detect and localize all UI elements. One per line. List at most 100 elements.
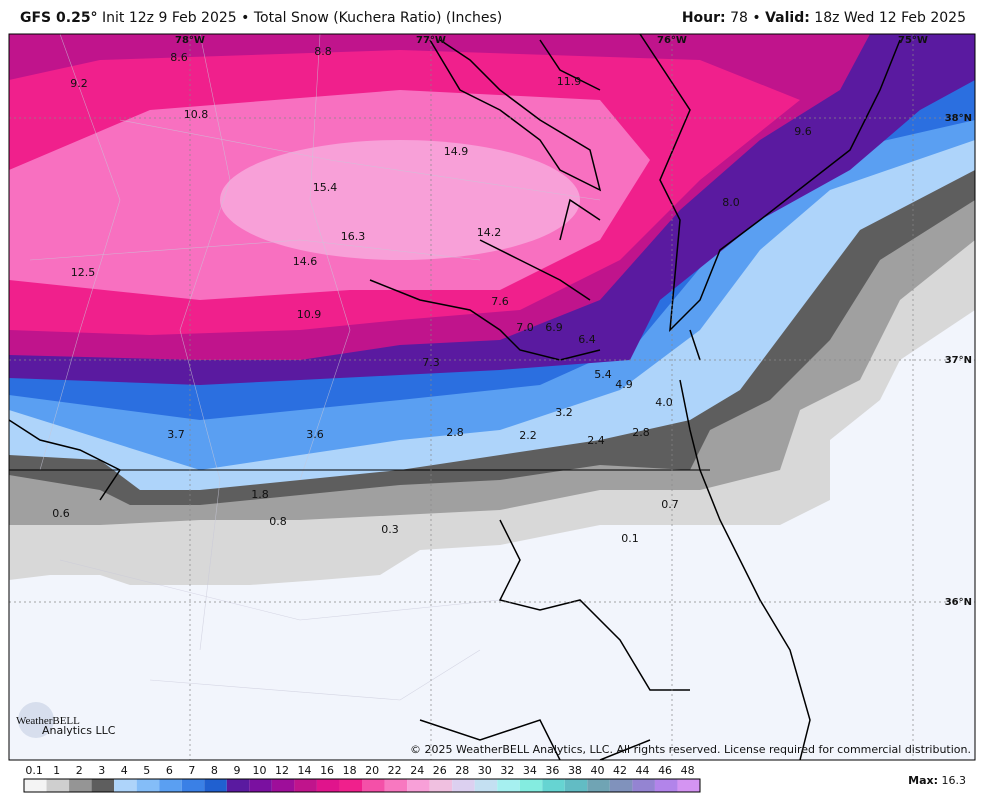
colorbar-swatch [46, 779, 70, 792]
colorbar-swatch [159, 779, 182, 792]
colorbar-swatch [452, 779, 475, 792]
point-value: 6.9 [545, 321, 563, 334]
point-value: 8.0 [722, 196, 740, 209]
longitude-label: 78°W [175, 35, 205, 46]
map-frame [8, 33, 976, 761]
point-value: 10.9 [297, 308, 322, 321]
map-labels: 9.2 8.6 8.8 11.9 10.8 14.9 9.6 15.4 8.0 16.3 14.2 1… [52, 35, 972, 608]
colorbar-swatch [136, 779, 160, 792]
latitude-label: 37°N [945, 355, 972, 366]
colorbar-swatch [226, 779, 250, 792]
header-right: Hour: 78 • Valid: 18z Wed 12 Feb 2025 [682, 10, 966, 26]
colorbar-label: 3 [98, 764, 105, 777]
point-value: 16.3 [341, 230, 366, 243]
colorbar-label: 2 [76, 764, 83, 777]
colorbar-swatch [587, 779, 610, 792]
point-value: 11.9 [557, 75, 582, 88]
colorbar-swatch [91, 779, 115, 792]
logo-sub: Analytics LLC [42, 724, 116, 737]
colorbar-swatch [362, 779, 385, 792]
colorbar-swatch [429, 779, 453, 792]
colorbar-label: 0.1 [25, 764, 43, 777]
point-value: 4.9 [615, 378, 633, 391]
colorbar-swatch [384, 779, 408, 792]
point-value: 2.8 [446, 426, 464, 439]
hour-value: 78 [730, 10, 748, 26]
colorbar-label: 14 [298, 764, 312, 777]
point-value: 0.7 [661, 498, 679, 511]
colorbar-label: 1 [53, 764, 60, 777]
colorbar-swatch [497, 779, 520, 792]
point-value: 9.2 [70, 77, 88, 90]
colorbar-swatch [519, 779, 543, 792]
logo: WeatherBELL [16, 715, 80, 727]
point-value: 1.8 [251, 488, 269, 501]
colorbar-label: 46 [658, 764, 672, 777]
point-value: 0.6 [52, 507, 70, 520]
map [9, 34, 975, 760]
colorbar-label: 30 [478, 764, 492, 777]
colorbar-swatch [294, 779, 317, 792]
longitude-label: 76°W [657, 35, 687, 46]
colorbar-label: 32 [500, 764, 514, 777]
point-value: 10.8 [184, 108, 209, 121]
point-value: 15.4 [313, 181, 338, 194]
colorbar-swatch [542, 779, 565, 792]
point-value: 14.2 [477, 226, 502, 239]
colorbar-swatch [654, 779, 678, 792]
copyright: © 2025 WeatherBELL Analytics, LLC. All r… [410, 743, 971, 756]
colorbar-label: 40 [590, 764, 604, 777]
colorbar-label: 16 [320, 764, 334, 777]
colorbar-label: 7 [188, 764, 195, 777]
colorbar-swatch [271, 779, 295, 792]
point-value: 3.7 [167, 428, 185, 441]
point-value: 14.9 [444, 145, 469, 158]
colorbar-swatch [632, 779, 655, 792]
colorbar-frame [23, 778, 701, 793]
colorbar-swatch [316, 779, 340, 792]
point-value: 3.2 [555, 406, 573, 419]
colorbar-label: 12 [275, 764, 289, 777]
colorbar-swatch [407, 779, 430, 792]
point-value: 7.0 [516, 321, 534, 334]
point-value: 0.3 [381, 523, 399, 536]
colorbar-label: 20 [365, 764, 379, 777]
colorbar-label: 24 [410, 764, 424, 777]
point-value: 0.8 [269, 515, 287, 528]
colorbar-label: 42 [613, 764, 627, 777]
colorbar-swatch [181, 779, 205, 792]
latitude-label: 38°N [945, 113, 972, 124]
colorbar-swatch [249, 779, 272, 792]
colorbar-label: 26 [433, 764, 447, 777]
colorbar-label: 34 [523, 764, 537, 777]
point-value: 7.6 [491, 295, 509, 308]
colorbar-swatch [339, 779, 362, 792]
longitude-label: 75°W [898, 35, 928, 46]
colorbar-label: 18 [343, 764, 357, 777]
point-value: 8.6 [170, 51, 188, 64]
colorbar-label: 9 [233, 764, 240, 777]
max: Max: 16.3 [908, 774, 966, 787]
model: GFS 0.25° [20, 10, 98, 26]
point-value: 5.4 [594, 368, 612, 381]
separator: • [752, 10, 760, 26]
colorbar-label: 22 [388, 764, 402, 777]
colorbar-swatch [474, 779, 498, 792]
hour-label: Hour: [682, 10, 726, 26]
point-value: 2.4 [587, 434, 605, 447]
point-value: 4.0 [655, 396, 673, 409]
point-value: 2.2 [519, 429, 537, 442]
header-left: GFS 0.25° Init 12z 9 Feb 2025 • Total Sn… [20, 10, 502, 26]
colorbar-label: 8 [211, 764, 218, 777]
colorbar-label: 44 [636, 764, 650, 777]
point-value: 6.4 [578, 333, 596, 346]
point-value: 9.6 [794, 125, 812, 138]
colorbar-label: 5 [143, 764, 150, 777]
colorbar-swatch [677, 779, 700, 792]
point-value: 8.8 [314, 45, 332, 58]
colorbar-swatch [69, 779, 92, 792]
colorbar-swatch [564, 779, 588, 792]
latitude-label: 36°N [945, 597, 972, 608]
colorbar-swatch [24, 779, 47, 792]
colorbar-label: 10 [252, 764, 266, 777]
